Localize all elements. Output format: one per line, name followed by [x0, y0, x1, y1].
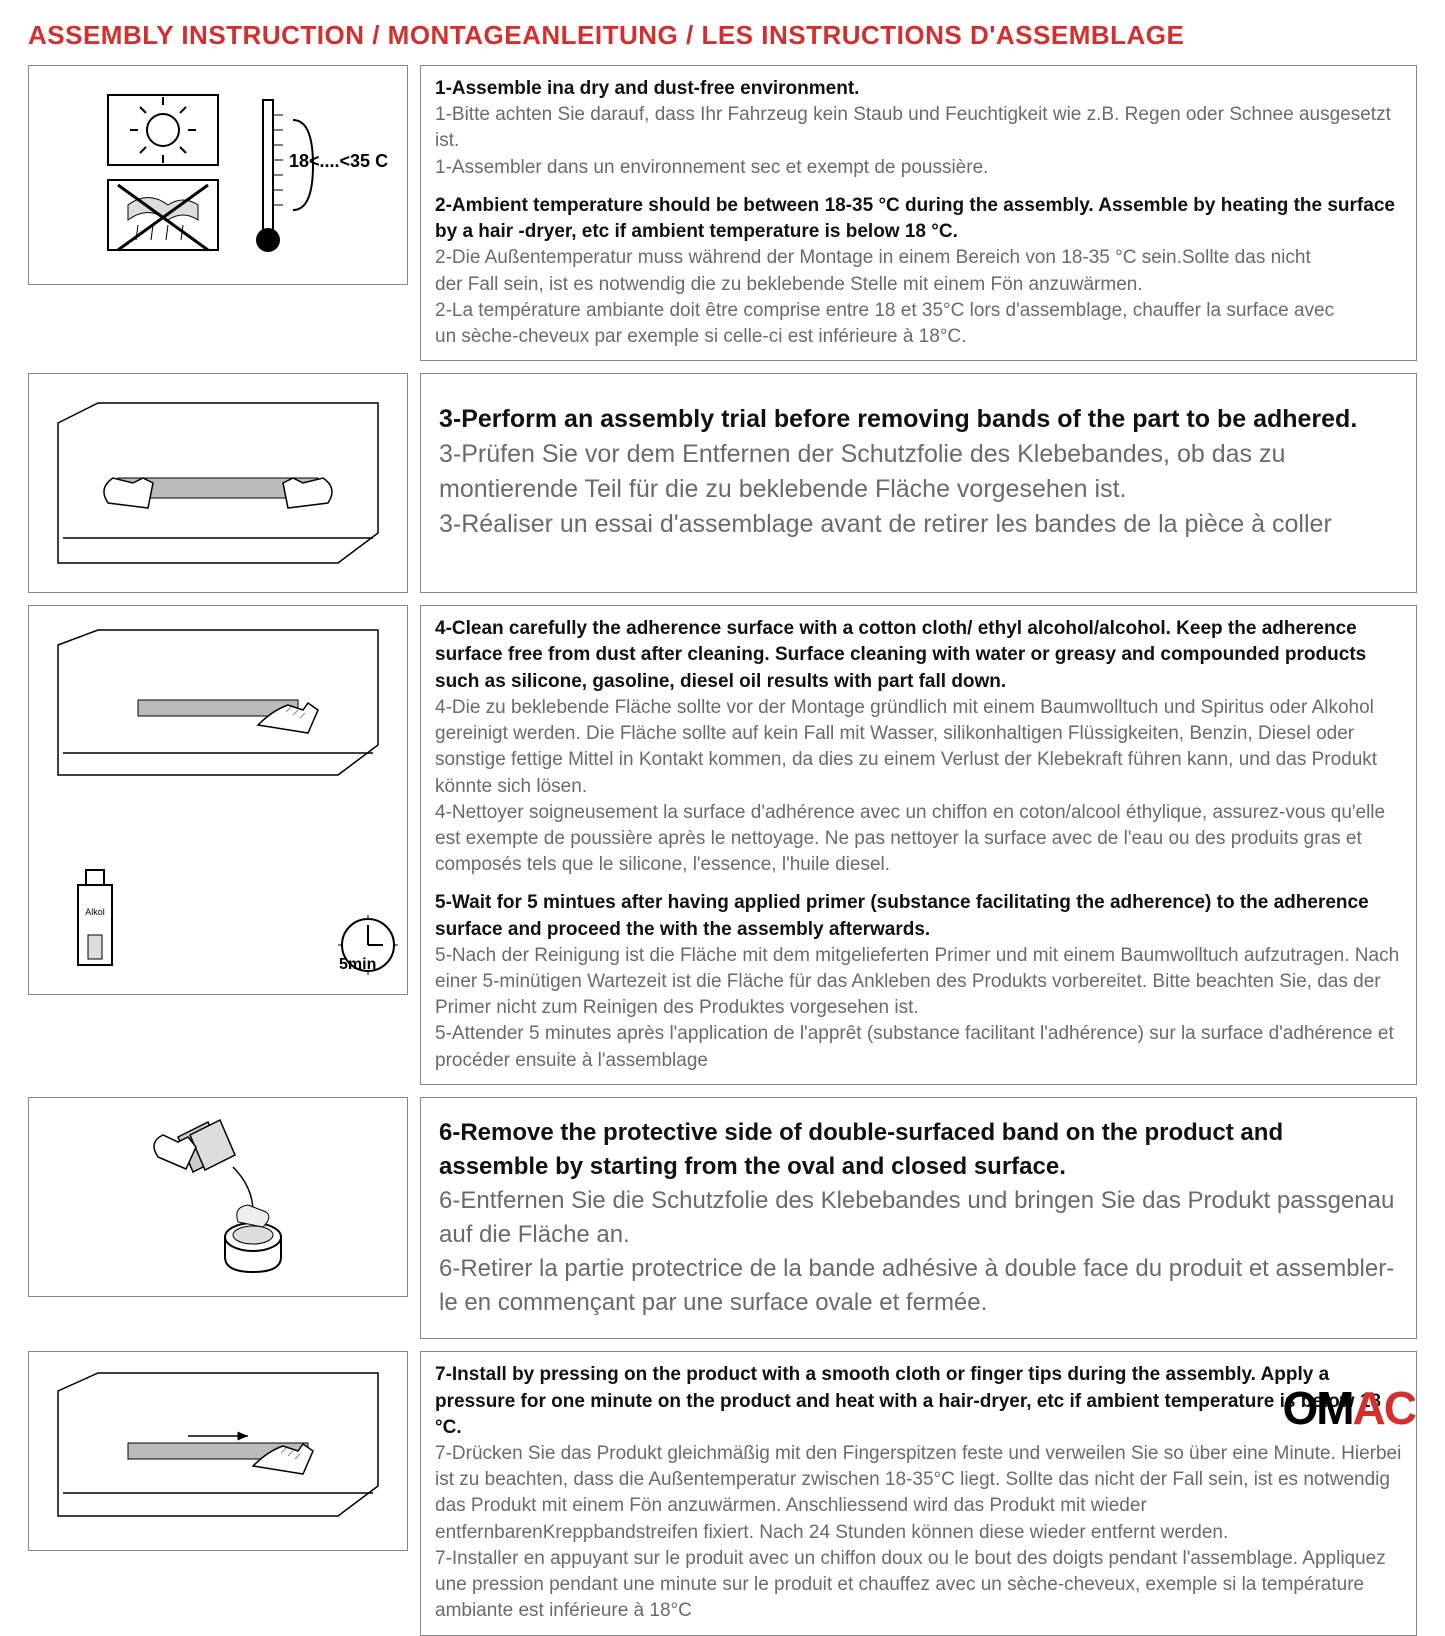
section-5: 7-Install by pressing on the product wit…: [28, 1351, 1417, 1635]
instruction-bold: 5-Wait for 5 mintues after having applie…: [435, 890, 1402, 942]
instruction-translation: 6-Retirer la partie protectrice de la ba…: [439, 1252, 1398, 1320]
instruction-translation: 2-Die Außentemperatur muss während der M…: [435, 245, 1402, 271]
instruction-translation: 5-Attender 5 minutes après l'application…: [435, 1021, 1402, 1073]
instruction-translation: 1-Assembler dans un environnement sec et…: [435, 155, 1402, 181]
logo-black: OM: [1282, 1382, 1352, 1434]
instruction-translation: 7-Drücken Sie das Produkt gleichmäßig mi…: [435, 1441, 1402, 1546]
content-4: 6-Remove the protective side of double-s…: [420, 1097, 1417, 1339]
instruction-bold: 7-Install by pressing on the product wit…: [435, 1362, 1402, 1441]
instruction-translation: 6-Entfernen Sie die Schutzfolie des Kleb…: [439, 1184, 1398, 1252]
section-1: 18<....<35 C 1-Assemble ina dry and dust…: [28, 65, 1417, 361]
instruction-bold: 3-Perform an assembly trial before remov…: [439, 402, 1398, 437]
instruction-translation: 3-Réaliser un essai d'assemblage avant d…: [439, 507, 1398, 542]
instruction-translation: der Fall sein, ist es notwendig die zu b…: [435, 272, 1402, 298]
svg-text:Alkol: Alkol: [85, 907, 105, 917]
instruction-bold: 4-Clean carefully the adherence surface …: [435, 616, 1402, 695]
content-2: 3-Perform an assembly trial before remov…: [420, 373, 1417, 593]
instruction-bold: 1-Assemble ina dry and dust-free environ…: [435, 76, 1402, 102]
page-title: ASSEMBLY INSTRUCTION / MONTAGEANLEITUNG …: [28, 20, 1417, 51]
illustration-3: Alkol 5min: [28, 605, 408, 995]
instruction-bold: 6-Remove the protective side of double-s…: [439, 1116, 1398, 1184]
instruction-translation: 4-Nettoyer soigneusement la surface d'ad…: [435, 800, 1402, 879]
instruction-translation: un sèche-cheveux par exemple si celle-ci…: [435, 324, 1402, 350]
illustration-5: [28, 1351, 408, 1551]
illustration-4: [28, 1097, 408, 1297]
content-3: 4-Clean carefully the adherence surface …: [420, 605, 1417, 1085]
timer-label: 5min: [339, 956, 376, 974]
instruction-translation: 5-Nach der Reinigung ist die Fläche mit …: [435, 943, 1402, 1022]
illustration-1: 18<....<35 C: [28, 65, 408, 285]
logo-red: AC: [1353, 1382, 1415, 1434]
instruction-translation: 3-Prüfen Sie vor dem Entfernen der Schut…: [439, 437, 1398, 507]
temperature-label: 18<....<35 C: [289, 151, 388, 172]
section-3: Alkol 5min 4-Clean carefully the adheren…: [28, 605, 1417, 1085]
instruction-translation: 2-La température ambiante doit être comp…: [435, 298, 1402, 324]
instruction-translation: 7-Installer en appuyant sur le produit a…: [435, 1546, 1402, 1625]
instruction-translation: 1-Bitte achten Sie darauf, dass Ihr Fahr…: [435, 102, 1402, 154]
brand-logo: OMAC: [1282, 1381, 1415, 1435]
instruction-translation: 4-Die zu beklebende Fläche sollte vor de…: [435, 695, 1402, 800]
instruction-bold: 2-Ambient temperature should be between …: [435, 193, 1402, 245]
content-1: 1-Assemble ina dry and dust-free environ…: [420, 65, 1417, 361]
content-5: 7-Install by pressing on the product wit…: [420, 1351, 1417, 1635]
section-4: 6-Remove the protective side of double-s…: [28, 1097, 1417, 1339]
illustration-2: [28, 373, 408, 593]
section-2: 3-Perform an assembly trial before remov…: [28, 373, 1417, 593]
